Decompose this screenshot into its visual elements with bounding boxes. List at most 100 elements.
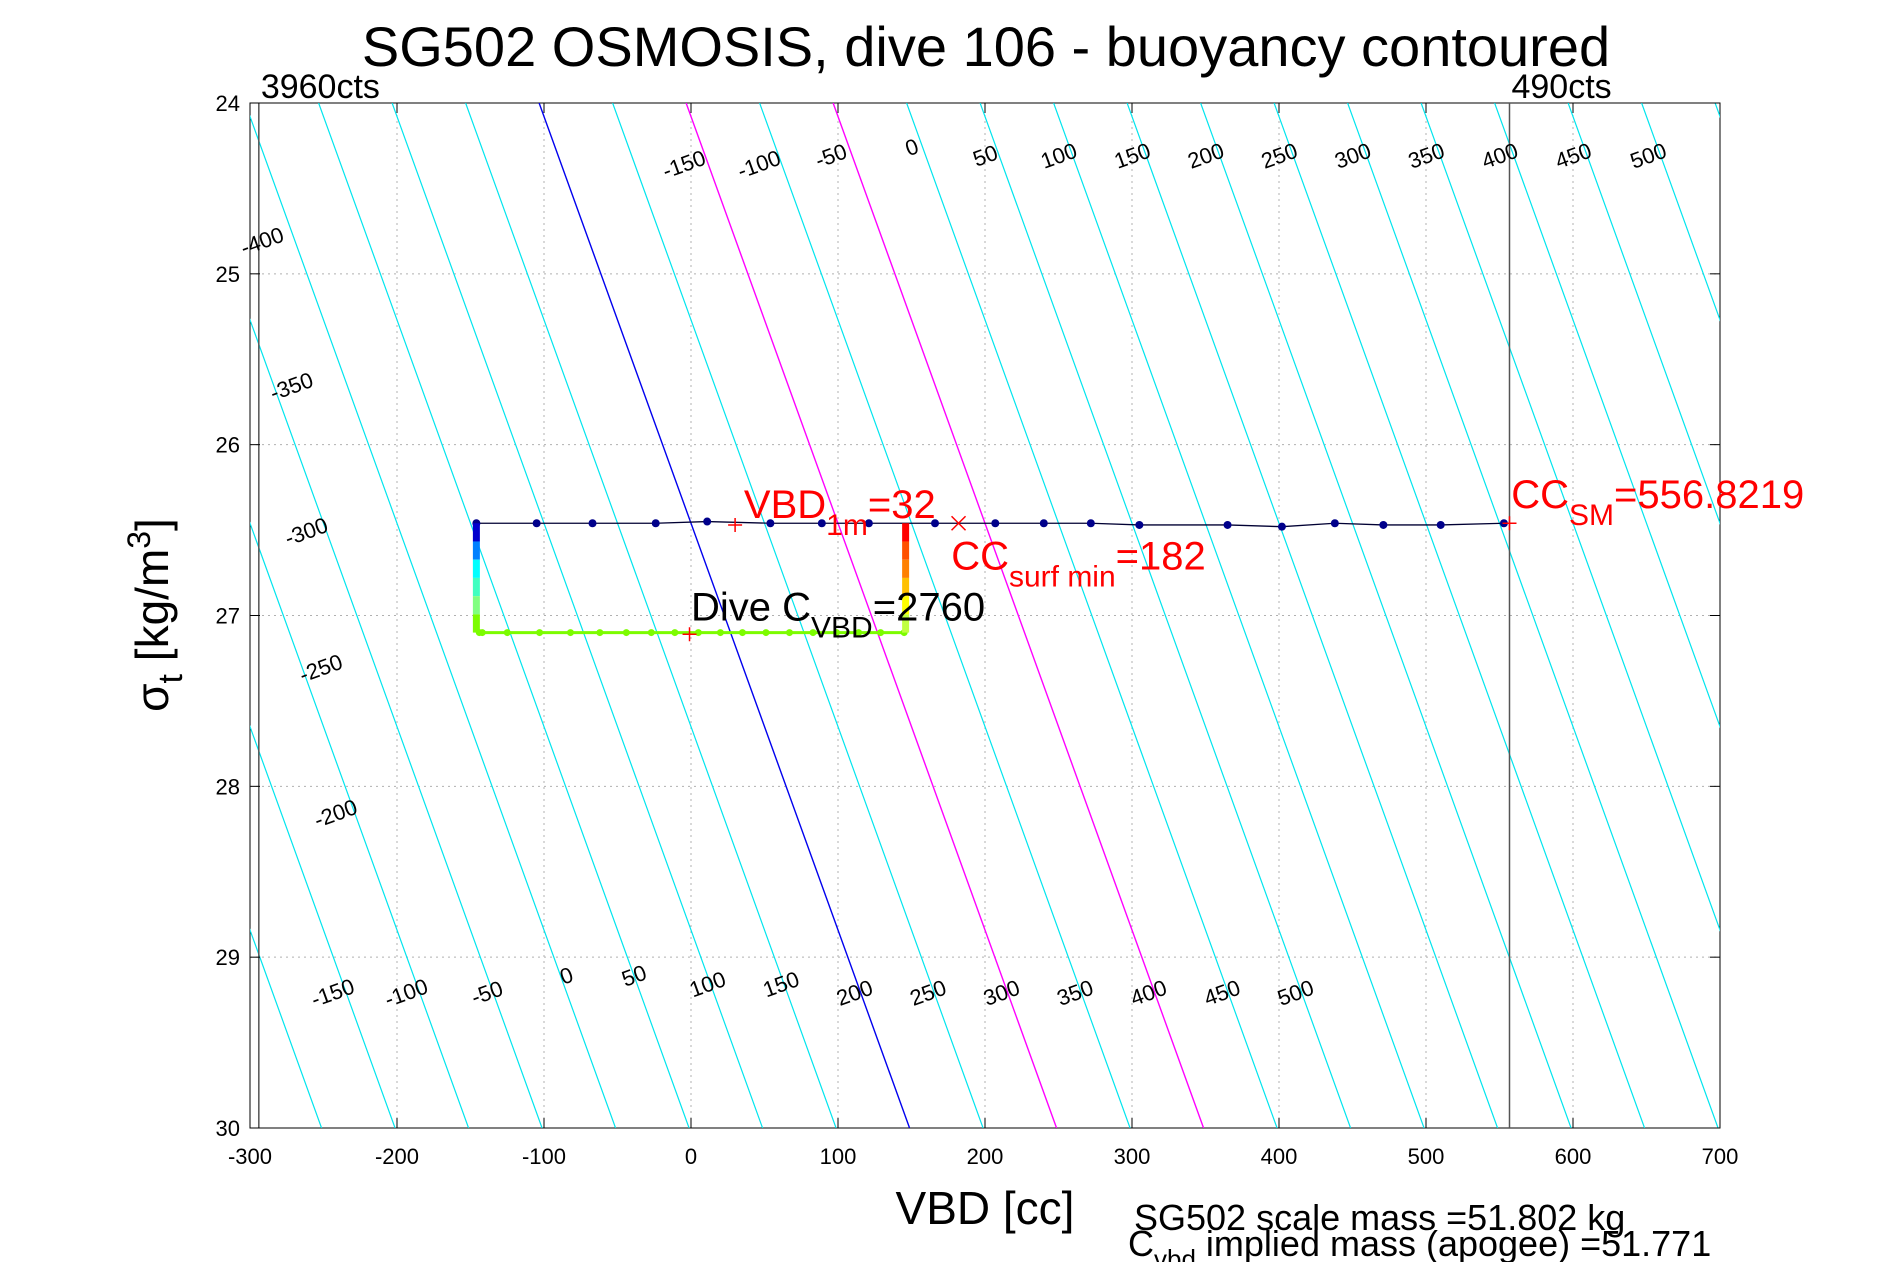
deep-track-point bbox=[596, 629, 604, 637]
count-limit-label: 3960cts bbox=[261, 68, 380, 106]
svg-text:σt [kg/m3]: σt [kg/m3] bbox=[121, 518, 190, 712]
surface-track-point bbox=[532, 519, 541, 528]
y-tick-label: 27 bbox=[216, 604, 240, 629]
surface-track-point bbox=[1223, 520, 1232, 529]
contour-line--50 bbox=[465, 103, 837, 1128]
contour-line--350 bbox=[250, 724, 396, 1128]
point-markers bbox=[682, 515, 1517, 642]
deep-track-point bbox=[536, 629, 544, 637]
contour-line-700 bbox=[1567, 103, 1720, 526]
x-axis-label: VBD [cc] bbox=[896, 1182, 1075, 1234]
surface-track-point bbox=[1277, 522, 1286, 531]
contour-line-100 bbox=[685, 103, 1058, 1128]
deep-track-point bbox=[809, 629, 817, 637]
contour-line--100 bbox=[391, 103, 764, 1128]
contour-line-150 bbox=[759, 103, 1131, 1128]
y-tick-label: 25 bbox=[216, 262, 240, 287]
x-tick-label: -300 bbox=[228, 1144, 272, 1169]
contour-line-200 bbox=[832, 103, 1205, 1128]
contour-line-600 bbox=[1420, 103, 1720, 932]
x-tick-label: 100 bbox=[820, 1144, 857, 1169]
deep-track-point bbox=[785, 629, 793, 637]
contour-line-650 bbox=[1494, 103, 1720, 729]
y-axis-label: σt [kg/m3] bbox=[121, 518, 190, 712]
x-tick-label: 700 bbox=[1702, 1144, 1739, 1169]
implied-mass-note: Cvbd implied mass (apogee) =51.771 bbox=[1128, 1223, 1711, 1262]
deep-track-point bbox=[566, 629, 574, 637]
deep-track-point bbox=[503, 629, 511, 637]
contour-line-0 bbox=[538, 103, 911, 1128]
surface-track-point bbox=[1436, 520, 1445, 529]
deep-track-point bbox=[877, 629, 885, 637]
surface-track-point bbox=[931, 519, 940, 528]
x-tick-label: -200 bbox=[375, 1144, 419, 1169]
contour-line--150 bbox=[318, 103, 690, 1128]
surface-track-point bbox=[1086, 519, 1095, 528]
contour-line-300 bbox=[979, 103, 1352, 1128]
vbd-1m-annotation: VBD1m=32 bbox=[744, 483, 936, 542]
surface-track-point bbox=[1330, 519, 1339, 528]
chart-title: SG502 OSMOSIS, dive 106 - buoyancy conto… bbox=[362, 15, 1610, 78]
surface-track-point bbox=[817, 519, 826, 528]
x-tick-label: 0 bbox=[685, 1144, 697, 1169]
surface-track-point bbox=[766, 519, 775, 528]
deep-track-point bbox=[671, 629, 679, 637]
dive-tracks bbox=[472, 517, 1508, 637]
y-axis-label-unit: [kg/m bbox=[126, 549, 178, 674]
surface-track-point bbox=[703, 517, 712, 526]
surface-track-point bbox=[651, 519, 660, 528]
cc-sm-marker bbox=[1502, 516, 1517, 531]
y-tick-label: 24 bbox=[216, 91, 240, 116]
contour-line-250 bbox=[906, 103, 1278, 1128]
contour-line--250 bbox=[250, 318, 543, 1128]
y-tick-label: 28 bbox=[216, 774, 240, 799]
x-tick-label: 600 bbox=[1555, 1144, 1592, 1169]
y-tick-label: 29 bbox=[216, 945, 240, 970]
deep-track-point bbox=[694, 629, 702, 637]
x-tick-label: 500 bbox=[1408, 1144, 1445, 1169]
x-tick-label: -100 bbox=[522, 1144, 566, 1169]
x-tick-label: 400 bbox=[1261, 1144, 1298, 1169]
deep-track-point bbox=[738, 629, 746, 637]
deep-track-point bbox=[855, 629, 863, 637]
cc-surf-min-annotation: CCsurf min=182 bbox=[951, 534, 1206, 593]
contour-line--200 bbox=[250, 114, 617, 1128]
buoyancy-contours bbox=[250, 103, 1720, 1128]
cc-surf-min-marker bbox=[951, 515, 967, 531]
deep-track-point bbox=[647, 629, 655, 637]
contour-line-50 bbox=[612, 103, 984, 1128]
y-axis-label-close: ] bbox=[126, 518, 178, 531]
y-axis-label-sup: 3 bbox=[121, 531, 157, 549]
surface-track-point bbox=[1039, 519, 1048, 528]
surface-track-point bbox=[864, 519, 873, 528]
axes: -300 -200 -100 0 100 200 300 400 500 600 700 24 25 26… bbox=[216, 91, 1739, 1169]
scale-mass-note: SG502 scale mass =51.802 kg bbox=[1134, 1197, 1625, 1238]
contour-line--300 bbox=[250, 521, 470, 1128]
deep-track-point bbox=[716, 629, 724, 637]
dive-cvbd-marker bbox=[682, 627, 697, 642]
contour-line-500 bbox=[1273, 103, 1646, 1128]
contour-line-750 bbox=[1641, 103, 1720, 322]
deep-track-point bbox=[478, 629, 486, 637]
deep-track-point bbox=[622, 629, 630, 637]
deep-track-point bbox=[762, 629, 770, 637]
y-tick-label: 26 bbox=[216, 433, 240, 458]
y-tick-label: 30 bbox=[216, 1116, 240, 1141]
x-tick-label: 300 bbox=[1114, 1144, 1151, 1169]
y-axis-label-sigma: σ bbox=[126, 683, 178, 711]
vbd-1m-marker bbox=[728, 517, 743, 532]
cc-sm-annotation: CCSM=556.8219 bbox=[1511, 473, 1804, 532]
x-tick-label: 200 bbox=[967, 1144, 1004, 1169]
dive-cvbd-annotation: Dive CVBD=2760 bbox=[691, 586, 985, 645]
count-limit-label: 490cts bbox=[1511, 68, 1611, 106]
surface-track-point bbox=[1135, 520, 1144, 529]
contour-line-550 bbox=[1347, 103, 1719, 1128]
deep-track-point bbox=[833, 629, 841, 637]
surface-track-point bbox=[1379, 520, 1388, 529]
contour-line-350 bbox=[1053, 103, 1425, 1128]
surface-track-point bbox=[991, 519, 1000, 528]
y-axis-label-sub: t bbox=[152, 673, 190, 683]
surface-track-point bbox=[588, 519, 597, 528]
contour-line-400 bbox=[1126, 103, 1499, 1128]
